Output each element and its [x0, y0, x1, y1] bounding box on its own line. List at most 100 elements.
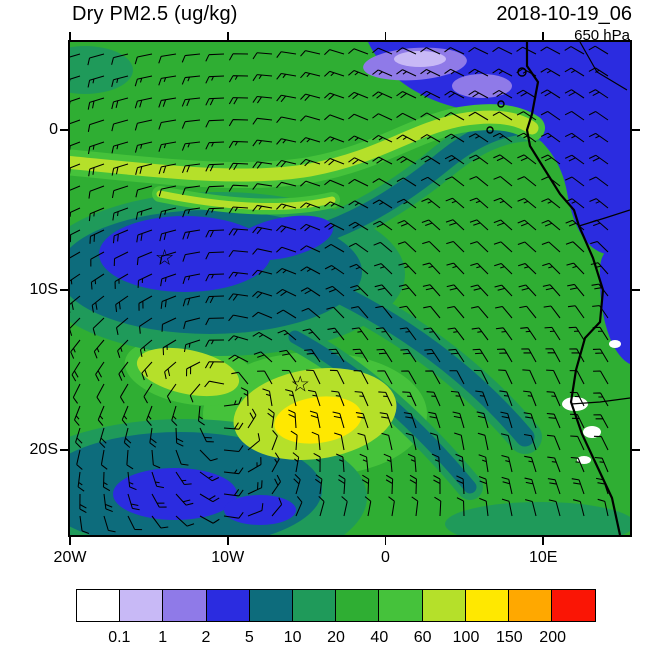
plot-title: Dry PM2.5 (ug/kg) [72, 3, 238, 25]
wind-barb [419, 112, 440, 121]
wind-barb [542, 283, 560, 296]
x-tick [226, 537, 229, 545]
wind-barb [329, 369, 345, 384]
wind-barb [151, 493, 167, 508]
wind-barb [281, 369, 297, 384]
wind-barb [477, 432, 489, 450]
wind-barb [592, 370, 609, 384]
wind-barb [181, 75, 200, 85]
wind-barb [420, 176, 440, 187]
map-canvas: ☆☆ [69, 41, 630, 535]
wind-barb [399, 326, 417, 340]
wind-barb [302, 328, 320, 340]
wind-barb [287, 409, 297, 428]
wind-barb [330, 390, 345, 406]
wind-barb [594, 456, 609, 472]
wind-barb [204, 251, 224, 260]
wind-barb [523, 455, 537, 472]
wind-barb [299, 158, 320, 166]
colorbar-swatch [335, 589, 381, 622]
wind-barb [540, 132, 560, 143]
wind-barb [134, 97, 152, 109]
wind-barb [499, 411, 513, 428]
wind-barb [252, 117, 272, 125]
wind-barb [251, 247, 272, 255]
wind-barb [140, 361, 152, 380]
x-tick-label: 10E [529, 549, 558, 566]
wind-barb [96, 383, 105, 404]
wind-barb [303, 348, 321, 362]
wind-barb [353, 369, 369, 384]
wind-barb [548, 498, 561, 516]
wind-barb [305, 369, 321, 384]
wind-barb [160, 295, 176, 309]
country-border [578, 209, 630, 227]
wind-barb [181, 163, 200, 173]
wind-barb [204, 163, 224, 172]
wind-barb [89, 251, 104, 267]
wind-barb [271, 429, 278, 450]
wind-barb [396, 177, 416, 187]
wind-barb [407, 453, 417, 472]
wind-barb [347, 91, 368, 99]
wind-barb [227, 354, 248, 363]
wind-barb [470, 284, 488, 296]
wind-barb [266, 407, 275, 428]
wind-barb [491, 46, 512, 55]
wind-barb [204, 97, 224, 106]
wind-barb [564, 45, 584, 55]
wind-barb [569, 391, 585, 406]
wind-barb [309, 410, 321, 428]
wind-barb [111, 141, 128, 154]
y-tick [632, 449, 640, 451]
wind-barb [373, 262, 392, 274]
wind-barb [590, 261, 608, 274]
wind-barb [135, 207, 152, 220]
wind-barb [278, 349, 297, 362]
wind-barb [472, 348, 489, 362]
wind-barb [546, 456, 561, 472]
wind-barb [540, 154, 560, 165]
wind-barb [299, 223, 320, 231]
wind-barb [247, 502, 263, 517]
wind-barb [421, 219, 440, 230]
island-outline [485, 125, 494, 134]
wind-barb [181, 185, 200, 195]
wind-barb [127, 471, 137, 490]
wind-barb [377, 391, 393, 406]
wind-barb [163, 361, 176, 379]
wind-barb [170, 405, 177, 426]
wind-barb [519, 326, 537, 340]
wind-barb [275, 288, 296, 297]
wind-barb [426, 390, 441, 406]
y-tick-label: 20S [29, 441, 58, 459]
wind-barb [540, 197, 560, 209]
wind-barb [422, 262, 440, 274]
wind-barb [493, 262, 512, 274]
wind-barb [161, 317, 176, 332]
wind-barb [383, 453, 393, 472]
wind-barb [469, 262, 488, 274]
wind-barb [301, 307, 320, 318]
wind-barb [228, 206, 248, 214]
wind-barb [223, 421, 243, 430]
wind-barb [240, 386, 249, 406]
colorbar-tick-label: 2 [201, 629, 211, 646]
wind-barb [445, 262, 464, 274]
wind-barb [349, 263, 368, 274]
wind-barb [181, 207, 200, 217]
wind-barb [228, 140, 248, 148]
wind-barb [565, 219, 584, 230]
wind-barb [443, 90, 464, 99]
wind-barb [347, 47, 368, 55]
wind-barb [103, 493, 113, 512]
wind-barb [223, 396, 242, 407]
wind-barb [271, 474, 281, 494]
wind-barb [199, 449, 218, 461]
wind-barb [591, 304, 609, 318]
wind-barb [314, 473, 323, 494]
wind-barb [445, 197, 464, 208]
wind-barb [396, 198, 416, 209]
wind-barb [493, 219, 512, 230]
wind-barb [299, 136, 320, 143]
